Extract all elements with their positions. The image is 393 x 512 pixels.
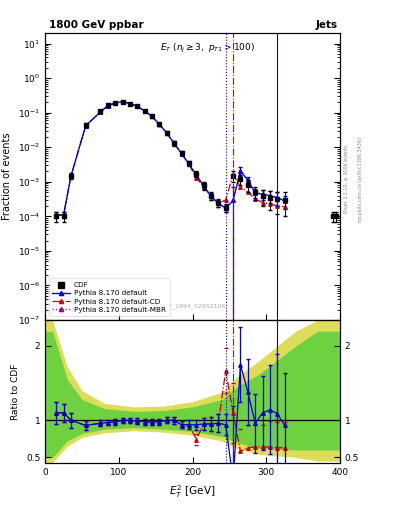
Text: Jets: Jets [316, 20, 338, 30]
Y-axis label: Ratio to CDF: Ratio to CDF [11, 364, 20, 420]
Text: mcplots.cern.ch [arXiv:1306.3436]: mcplots.cern.ch [arXiv:1306.3436] [358, 137, 363, 222]
Text: Rivet 3.1.10, ≥ 300k events: Rivet 3.1.10, ≥ 300k events [344, 145, 349, 214]
Text: 1800 GeV ppbar: 1800 GeV ppbar [49, 20, 144, 30]
X-axis label: $E_T^2$ [GeV]: $E_T^2$ [GeV] [169, 483, 216, 500]
Legend: CDF, Pythia 8.170 default, Pythia 8.170 default-CD, Pythia 8.170 default-MBR: CDF, Pythia 8.170 default, Pythia 8.170 … [49, 279, 170, 316]
Text: $E_T\ (n_j \geq 3,\ p_{T1}>100)$: $E_T\ (n_j \geq 3,\ p_{T1}>100)$ [160, 42, 255, 55]
Text: CDF_1994_S2952106: CDF_1994_S2952106 [160, 303, 226, 309]
Y-axis label: Fraction of events: Fraction of events [2, 133, 12, 220]
